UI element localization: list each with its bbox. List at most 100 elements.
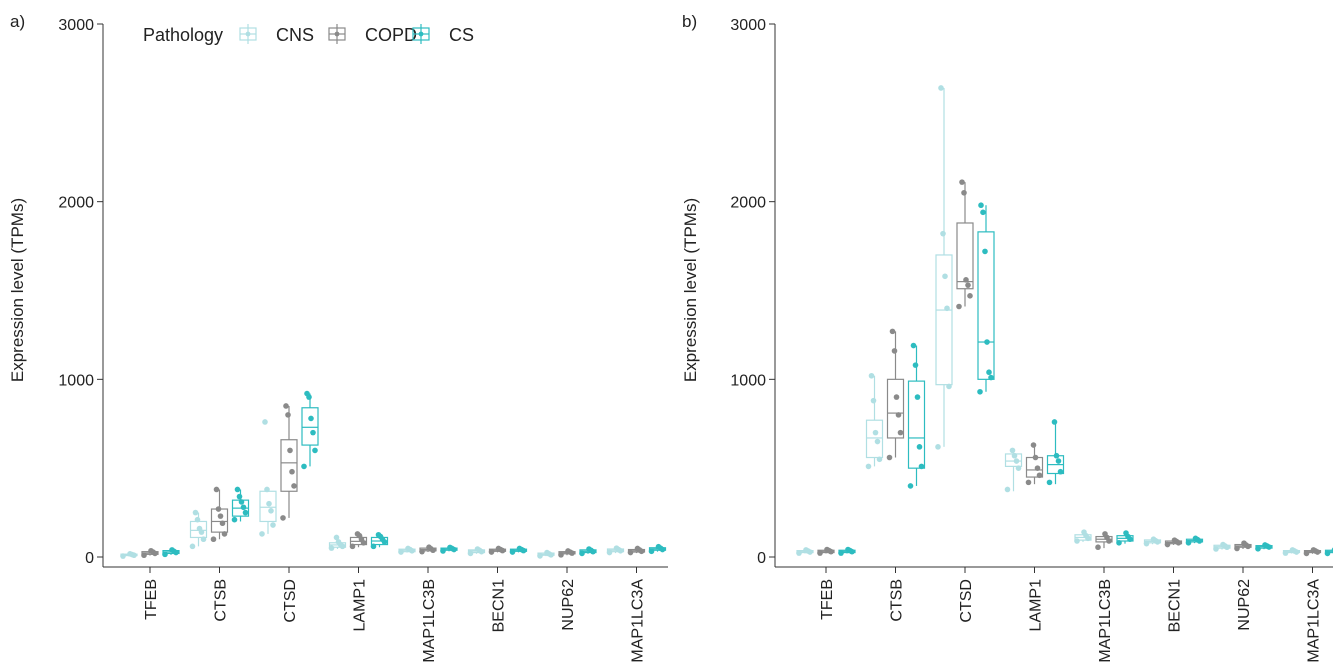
data-point — [876, 456, 883, 463]
data-point — [613, 545, 620, 551]
data-point — [956, 303, 962, 310]
data-point — [370, 543, 377, 550]
legend-title: Pathology — [143, 25, 223, 45]
data-point — [1102, 531, 1108, 537]
box-becn1-copd — [488, 545, 507, 555]
data-point — [242, 509, 249, 516]
data-point — [1171, 537, 1178, 543]
legend-label: CNS — [276, 25, 314, 45]
box-map1lc3a-copd — [1303, 547, 1322, 557]
data-point — [308, 415, 314, 422]
data-point — [234, 486, 241, 493]
data-point — [1310, 547, 1317, 553]
data-point — [1053, 452, 1060, 459]
data-point — [268, 508, 274, 514]
box-tfeb-cns — [120, 551, 138, 559]
box-nup62-cns — [537, 549, 555, 559]
data-point — [1025, 479, 1032, 486]
data-point — [870, 397, 877, 404]
data-point — [240, 504, 247, 511]
series-copd — [817, 179, 1322, 557]
x-tick-label: MAP1LC3A — [630, 579, 647, 663]
data-point — [1185, 539, 1192, 546]
data-point — [914, 394, 921, 400]
data-point — [537, 553, 543, 559]
data-point — [1081, 529, 1087, 535]
box-becn1-copd — [1164, 537, 1183, 548]
data-point — [865, 463, 872, 470]
data-point — [874, 438, 881, 445]
box-becn1-cns — [467, 546, 486, 557]
data-point — [967, 293, 973, 299]
box-lamp1-cs — [1046, 419, 1065, 486]
box-map1lc3a-copd — [627, 545, 646, 556]
panel-label: a) — [10, 12, 25, 31]
y-axis-title: Expression level (TPMs) — [8, 198, 27, 382]
x-tick-label: MAP1LC3B — [421, 579, 438, 663]
box-body — [280, 439, 298, 492]
data-point — [1303, 550, 1310, 557]
y-axis-title: Expression level (TPMs) — [681, 198, 700, 382]
box-body — [301, 407, 319, 446]
legend: Pathology CNS COPD CS — [143, 24, 474, 45]
data-point — [219, 520, 226, 527]
data-point — [474, 546, 481, 552]
data-point — [978, 202, 984, 209]
box-body — [865, 419, 884, 459]
data-point — [221, 531, 228, 537]
box-map1lc3b-cs — [440, 544, 458, 554]
y-tick-label: 2000 — [58, 195, 94, 212]
data-point — [333, 534, 340, 541]
box-tfeb-cs — [162, 547, 180, 558]
box-tfeb-copd — [141, 547, 159, 559]
data-point — [304, 390, 310, 397]
data-point — [980, 209, 986, 216]
data-point — [516, 545, 523, 552]
data-point — [889, 328, 896, 335]
box-becn1-cs — [1185, 535, 1204, 546]
box-map1lc3b-copd — [1095, 531, 1113, 551]
box-becn1-cns — [1143, 536, 1162, 547]
data-point — [447, 544, 453, 551]
data-point — [891, 348, 898, 354]
data-point — [817, 550, 823, 556]
data-point — [1143, 540, 1150, 547]
box-ctsb-copd — [210, 486, 229, 543]
box-body — [935, 254, 953, 386]
data-point — [1032, 454, 1039, 461]
series-cs — [162, 390, 667, 558]
data-point — [328, 545, 335, 551]
data-point — [398, 549, 404, 555]
box-map1lc3a-cs — [648, 543, 667, 555]
x-tick-label: MAP1LC3A — [1306, 579, 1323, 663]
data-point — [1057, 468, 1064, 475]
data-point — [291, 483, 297, 489]
data-point — [886, 454, 893, 461]
data-point — [946, 383, 952, 390]
data-point — [1213, 546, 1219, 552]
box-lamp1-cns — [1004, 447, 1023, 493]
box-ctsb-cns — [865, 372, 884, 470]
data-point — [893, 394, 900, 400]
box-ctsb-copd — [886, 328, 905, 461]
legend-dot — [245, 31, 251, 37]
data-point — [289, 468, 295, 475]
data-point — [335, 539, 342, 545]
data-point — [200, 536, 207, 543]
data-point — [1241, 540, 1247, 546]
data-point — [544, 549, 550, 556]
data-point — [426, 544, 432, 551]
box-nup62-cs — [1255, 542, 1273, 552]
data-point — [1255, 546, 1261, 552]
data-point — [845, 546, 851, 553]
box-tfeb-copd — [817, 546, 835, 556]
data-point — [895, 412, 902, 418]
box-body — [259, 490, 277, 523]
legend-label: CS — [449, 25, 474, 45]
data-point — [1123, 530, 1129, 536]
data-point — [196, 525, 203, 532]
data-point — [280, 515, 286, 521]
data-point — [266, 500, 272, 507]
data-point — [120, 553, 126, 559]
